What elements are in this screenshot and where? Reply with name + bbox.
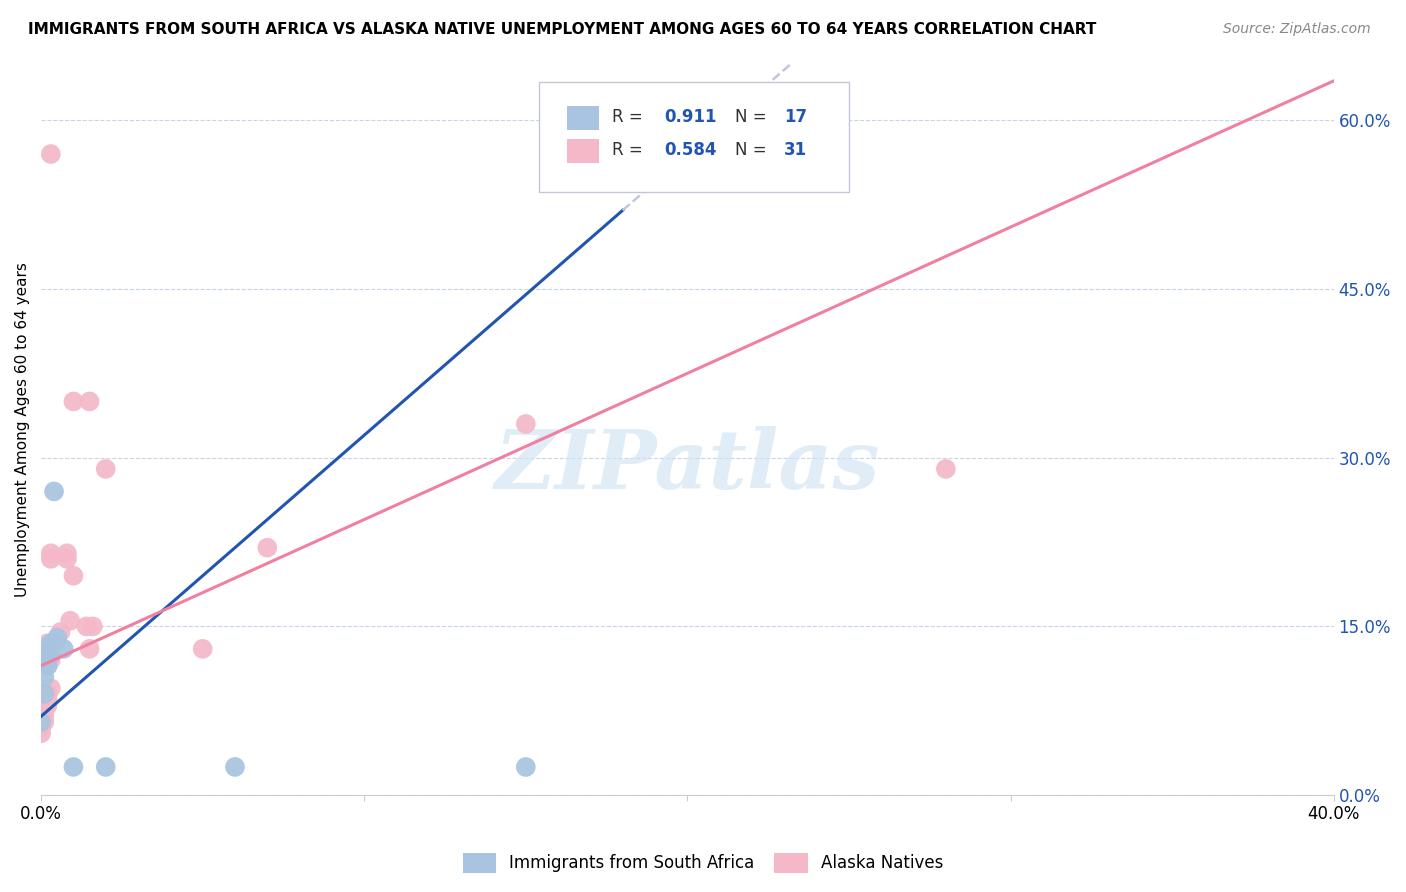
Point	[56, 552, 79, 566]
Point	[46, 631, 69, 645]
Point	[37, 687, 59, 701]
Point	[79, 394, 101, 409]
Point	[82, 619, 104, 633]
Point	[37, 698, 59, 712]
Point	[94, 462, 117, 476]
Point	[39, 546, 62, 560]
Point	[37, 658, 59, 673]
FancyBboxPatch shape	[567, 106, 599, 130]
Point	[52, 641, 75, 656]
Point	[37, 692, 59, 706]
Point	[34, 670, 56, 684]
Point	[30, 714, 52, 729]
Text: 0.911: 0.911	[664, 108, 717, 126]
Point	[39, 641, 62, 656]
Text: R =: R =	[613, 141, 648, 159]
Point	[62, 760, 84, 774]
Point	[39, 681, 62, 696]
Point	[59, 614, 82, 628]
FancyBboxPatch shape	[567, 139, 599, 162]
Point	[37, 658, 59, 673]
Text: ZIPatlas: ZIPatlas	[495, 426, 880, 506]
Text: R =: R =	[613, 108, 648, 126]
Point	[224, 760, 246, 774]
Point	[37, 653, 59, 667]
Point	[34, 687, 56, 701]
Text: N =: N =	[735, 108, 772, 126]
FancyBboxPatch shape	[538, 82, 849, 192]
Text: N =: N =	[735, 141, 772, 159]
Point	[30, 726, 52, 740]
Point	[39, 636, 62, 650]
Point	[34, 704, 56, 718]
Point	[42, 636, 65, 650]
Text: 17: 17	[785, 108, 807, 126]
Point	[34, 709, 56, 723]
Point	[34, 698, 56, 712]
Y-axis label: Unemployment Among Ages 60 to 64 years: Unemployment Among Ages 60 to 64 years	[15, 262, 30, 597]
Point	[39, 653, 62, 667]
Text: IMMIGRANTS FROM SOUTH AFRICA VS ALASKA NATIVE UNEMPLOYMENT AMONG AGES 60 TO 64 Y: IMMIGRANTS FROM SOUTH AFRICA VS ALASKA N…	[28, 22, 1097, 37]
Point	[515, 760, 537, 774]
Text: 31: 31	[785, 141, 807, 159]
Point	[37, 648, 59, 662]
Point	[39, 147, 62, 161]
Point	[49, 625, 72, 640]
Point	[37, 636, 59, 650]
Point	[62, 394, 84, 409]
Point	[42, 484, 65, 499]
Point	[935, 462, 957, 476]
Point	[191, 641, 214, 656]
Point	[515, 417, 537, 431]
Text: Source: ZipAtlas.com: Source: ZipAtlas.com	[1223, 22, 1371, 37]
Legend: Immigrants from South Africa, Alaska Natives: Immigrants from South Africa, Alaska Nat…	[456, 847, 950, 880]
Point	[75, 619, 97, 633]
Point	[256, 541, 278, 555]
Text: 0.584: 0.584	[664, 141, 717, 159]
Point	[30, 721, 52, 735]
Point	[62, 568, 84, 582]
Point	[56, 546, 79, 560]
Point	[34, 714, 56, 729]
Point	[39, 648, 62, 662]
Point	[79, 641, 101, 656]
Point	[39, 552, 62, 566]
Point	[94, 760, 117, 774]
